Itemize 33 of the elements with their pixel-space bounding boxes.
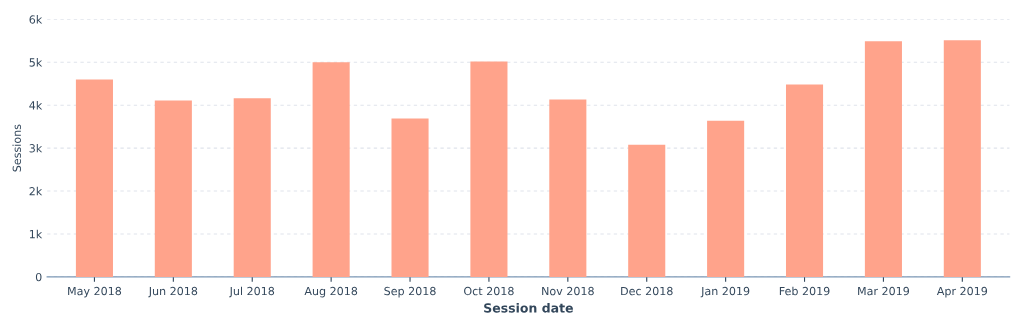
y-tick-label: 1k [29, 229, 43, 239]
bar [154, 100, 192, 277]
x-tick-label: Feb 2019 [779, 286, 830, 296]
x-tick-label: Aug 2018 [304, 286, 358, 298]
x-tick-label: May 2018 [68, 286, 122, 298]
bar [707, 120, 745, 277]
y-tick-label: 6k [29, 15, 43, 24]
x-tick-label: Apr 2019 [936, 286, 988, 298]
x-tick-label: Jul 2018 [229, 286, 275, 298]
x-tick-label: Nov 2018 [542, 286, 594, 296]
bar [628, 144, 666, 277]
bar [549, 99, 587, 277]
x-tick-label: Sep 2018 [384, 286, 436, 298]
bar [864, 41, 902, 277]
x-tick-label: Jun 2018 [148, 286, 198, 298]
bar [785, 84, 824, 277]
x-tick-label: Dec 2018 [621, 286, 673, 296]
y-tick-label: 2k [29, 186, 43, 196]
bar [470, 61, 508, 277]
bar [943, 40, 981, 277]
bar [391, 118, 429, 277]
x-tick-label: Mar 2019 [858, 286, 910, 296]
bar [312, 62, 350, 277]
bar [233, 98, 271, 277]
y-axis-title: Sessions [12, 124, 22, 172]
y-tick-label: 5k [29, 58, 43, 67]
x-axis-title: Session date [484, 302, 573, 313]
x-tick-label: Jan 2019 [700, 286, 750, 298]
y-tick-label: 3k [29, 143, 43, 153]
y-tick-label: 4k [29, 100, 43, 110]
bar [75, 79, 113, 277]
x-tick-label: Oct 2018 [464, 286, 514, 296]
y-tick-label: 0 [35, 272, 42, 282]
